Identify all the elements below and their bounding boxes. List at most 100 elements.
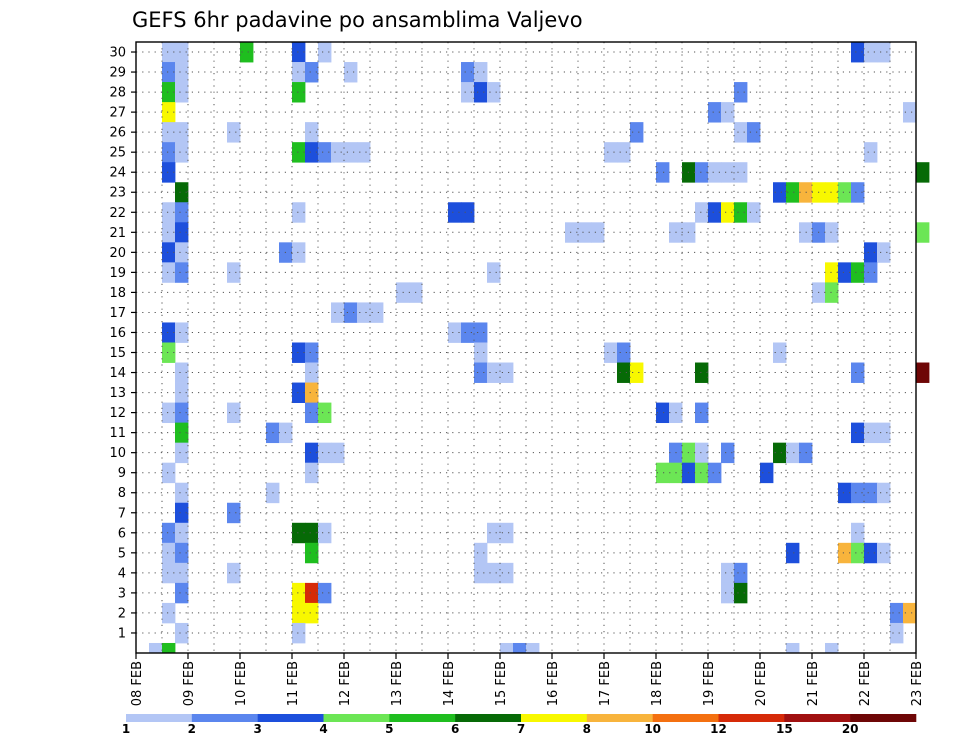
heatmap-cell <box>162 462 176 484</box>
heatmap-cell <box>461 322 475 343</box>
heatmap-cell <box>656 162 670 183</box>
colorbar-swatch <box>455 714 522 722</box>
heatmap-cell <box>162 102 176 123</box>
heatmap-cell <box>721 162 735 183</box>
heatmap-cell <box>292 82 306 103</box>
heatmap-cell <box>175 202 189 223</box>
heatmap-cell <box>474 82 488 103</box>
x-tick-label: 12 FEB <box>338 661 353 706</box>
y-tick-label: 18 <box>109 286 126 301</box>
heatmap-cell <box>175 222 189 243</box>
heatmap-cell <box>838 482 852 504</box>
heatmap-cell <box>292 42 306 63</box>
heatmap-cell <box>227 402 241 424</box>
heatmap-cell <box>721 582 735 604</box>
heatmap-cell <box>617 362 631 383</box>
x-tick-label: 15 FEB <box>494 661 509 706</box>
heatmap-cell <box>318 42 332 63</box>
heatmap-cell <box>162 342 176 363</box>
heatmap-cell <box>890 602 904 624</box>
y-tick-label: 15 <box>109 346 126 361</box>
heatmap-cell <box>162 122 176 143</box>
heatmap-cell <box>448 322 462 343</box>
colorbar-label: 12 <box>710 722 727 736</box>
heatmap-cell <box>318 402 332 424</box>
heatmap-cell <box>864 242 878 263</box>
heatmap-cell <box>773 342 787 363</box>
heatmap-cell <box>695 202 709 223</box>
heatmap-cell <box>721 102 735 123</box>
heatmap-cell <box>851 542 865 564</box>
x-tick-label: 10 FEB <box>234 661 249 706</box>
heatmap-cell <box>162 242 176 263</box>
x-tick-label: 08 FEB <box>130 661 145 706</box>
heatmap-cell <box>500 522 514 544</box>
colorbar-swatch <box>389 714 456 722</box>
heatmap-cell <box>838 262 852 283</box>
x-tick-label: 21 FEB <box>806 661 821 706</box>
y-tick-label: 3 <box>118 586 126 601</box>
y-tick-label: 9 <box>118 466 126 481</box>
heatmap-cell <box>708 202 722 223</box>
heatmap-cell <box>162 322 176 343</box>
heatmap-cell <box>461 202 475 223</box>
heatmap-cell <box>292 342 306 363</box>
heatmap-cell <box>162 602 176 624</box>
heatmap-cell <box>175 362 189 383</box>
heatmap-cell <box>786 442 800 464</box>
heatmap-cell <box>630 362 644 383</box>
heatmap-cell <box>513 642 527 654</box>
heatmap-cell <box>305 602 319 624</box>
y-tick-label: 26 <box>109 126 126 141</box>
heatmap-cell <box>734 162 748 183</box>
colorbar-label: 1 <box>122 722 130 736</box>
heatmap-cell <box>760 462 774 484</box>
colorbar-label: 6 <box>451 722 459 736</box>
heatmap-cell <box>448 202 462 223</box>
heatmap-cell <box>617 342 631 363</box>
x-tick-label: 09 FEB <box>182 661 197 706</box>
heatmap-cell <box>864 482 878 504</box>
colorbar-label: 5 <box>385 722 393 736</box>
heatmap-cell <box>370 302 384 323</box>
heatmap-cell <box>292 382 306 403</box>
heatmap-cell <box>903 602 917 624</box>
heatmap-cell <box>695 402 709 424</box>
heatmap-cell <box>149 642 163 654</box>
heatmap-cell <box>305 462 319 484</box>
y-tick-label: 12 <box>109 406 126 421</box>
heatmap-cell <box>305 342 319 363</box>
heatmap-cell <box>305 402 319 424</box>
heatmap-cell <box>734 82 748 103</box>
heatmap-cell <box>838 182 852 203</box>
y-tick-label: 28 <box>109 86 126 101</box>
heatmap-cell <box>734 202 748 223</box>
heatmap-cell <box>786 642 800 654</box>
x-tick-label: 19 FEB <box>702 661 717 706</box>
colorbar-swatch <box>850 714 917 722</box>
heatmap-cell <box>864 422 878 444</box>
heatmap-cell <box>305 142 319 163</box>
colorbar-label: 3 <box>253 722 261 736</box>
heatmap-cell <box>175 522 189 544</box>
heatmap-cell <box>175 442 189 464</box>
heatmap-cell <box>708 162 722 183</box>
y-tick-label: 8 <box>118 486 126 501</box>
y-tick-label: 25 <box>109 146 126 161</box>
heatmap-cell <box>305 122 319 143</box>
y-tick-label: 14 <box>109 366 126 381</box>
heatmap-cell <box>318 142 332 163</box>
heatmap-cell <box>305 582 319 604</box>
heatmap-cell <box>318 582 332 604</box>
heatmap-cell <box>175 42 189 63</box>
heatmap-cell <box>500 642 514 654</box>
heatmap-cell <box>474 62 488 83</box>
heatmap-cell <box>461 82 475 103</box>
heatmap-cell <box>734 562 748 584</box>
heatmap-cell <box>734 122 748 143</box>
y-tick-label: 7 <box>118 506 126 521</box>
heatmap-cell <box>162 222 176 243</box>
heatmap-cell <box>604 342 618 363</box>
heatmap-cell <box>162 402 176 424</box>
heatmap-cell <box>526 642 540 654</box>
